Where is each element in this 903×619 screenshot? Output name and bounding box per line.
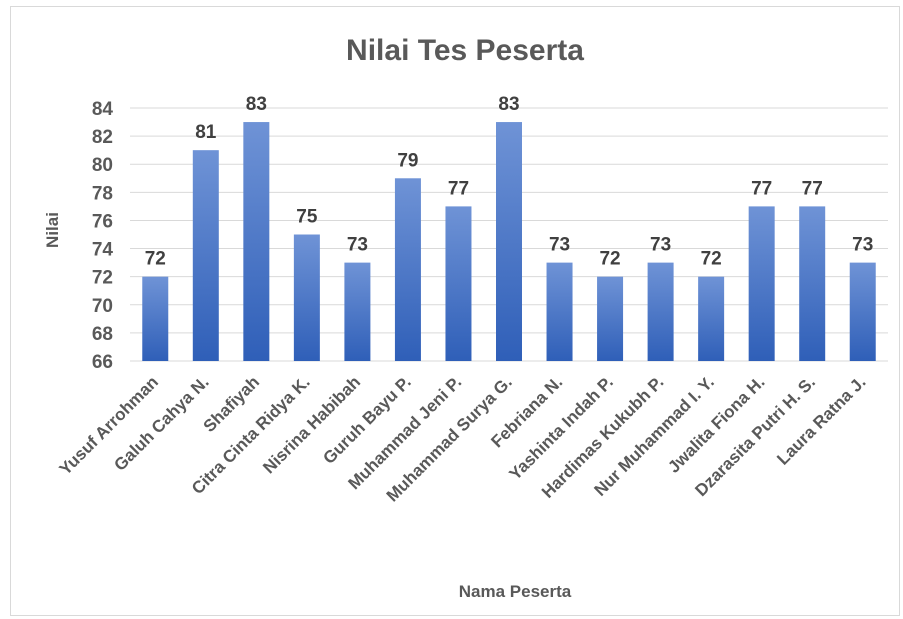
y-tick-label: 76 <box>92 211 113 232</box>
data-label: 75 <box>296 207 318 228</box>
y-tick-label: 80 <box>92 155 113 176</box>
bar <box>192 150 219 361</box>
x-axis-title: Nama Peserta <box>459 582 572 601</box>
y-axis-ticks: 66 68 70 72 74 76 78 80 82 84 <box>92 99 114 373</box>
bar <box>546 262 573 361</box>
bar <box>293 234 320 361</box>
bar <box>142 276 169 361</box>
bar <box>647 262 674 361</box>
bar <box>849 262 876 361</box>
y-tick-label: 68 <box>92 324 113 345</box>
y-tick-label: 74 <box>92 240 114 261</box>
bar <box>597 276 624 361</box>
bar <box>748 206 775 361</box>
bar <box>394 178 421 361</box>
data-label: 83 <box>498 94 519 115</box>
data-label: 83 <box>246 94 267 115</box>
bar <box>698 276 725 361</box>
x-tick-label: Guruh Bayu P. <box>319 372 414 467</box>
bar <box>243 122 270 361</box>
bar <box>344 262 371 361</box>
bar <box>445 206 472 361</box>
y-axis-title: Nilai <box>43 212 62 248</box>
y-tick-label: 78 <box>92 183 113 204</box>
data-label: 77 <box>751 178 772 199</box>
bars <box>142 122 876 361</box>
y-tick-label: 84 <box>92 99 114 120</box>
bar <box>799 206 826 361</box>
data-label: 77 <box>448 178 469 199</box>
data-label: 72 <box>701 249 722 270</box>
x-tick-label: Laura Ratna J. <box>773 372 869 468</box>
data-label: 79 <box>397 150 418 171</box>
data-labels: 72 81 83 75 73 79 77 83 73 72 73 72 77 77 73 <box>145 94 874 270</box>
y-tick-label: 66 <box>92 352 113 373</box>
data-label: 73 <box>347 235 368 256</box>
data-label: 81 <box>195 122 217 143</box>
y-tick-label: 70 <box>92 296 113 317</box>
chart-title: Nilai Tes Peserta <box>346 34 584 67</box>
data-label: 72 <box>145 249 166 270</box>
y-tick-label: 72 <box>92 268 113 289</box>
data-label: 77 <box>802 178 823 199</box>
x-tick-label: Galuh Cahya N. <box>110 372 212 474</box>
data-label: 73 <box>549 235 570 256</box>
data-label: 73 <box>650 235 671 256</box>
data-label: 72 <box>599 249 620 270</box>
bar <box>496 122 522 361</box>
data-label: 73 <box>852 235 873 256</box>
y-tick-label: 82 <box>92 127 113 148</box>
